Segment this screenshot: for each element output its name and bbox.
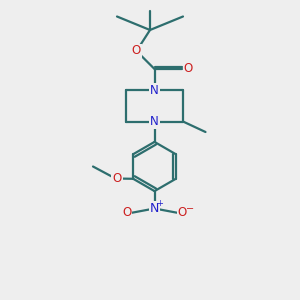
Text: O: O xyxy=(122,206,131,220)
Text: O: O xyxy=(184,62,193,76)
Text: N: N xyxy=(150,115,159,128)
Text: +: + xyxy=(157,199,163,208)
Text: N: N xyxy=(150,83,159,97)
Text: −: − xyxy=(186,204,194,214)
Text: O: O xyxy=(178,206,187,220)
Text: O: O xyxy=(112,172,122,185)
Text: O: O xyxy=(132,44,141,58)
Text: N: N xyxy=(150,202,159,215)
